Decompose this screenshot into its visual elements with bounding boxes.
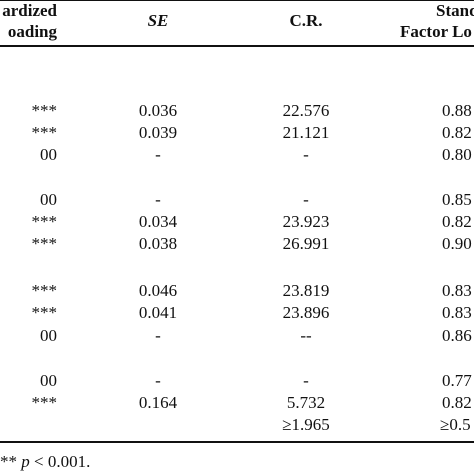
table-cell: 00 bbox=[40, 326, 57, 345]
table-cell: - bbox=[155, 326, 161, 345]
table-cell: 00 bbox=[40, 145, 57, 164]
table-cell: 22.576 bbox=[282, 101, 330, 120]
table-cell: *** bbox=[31, 212, 58, 231]
table-cell: 0.034 bbox=[138, 212, 178, 231]
table-cell: 23.896 bbox=[282, 303, 330, 322]
table-cell: *** bbox=[31, 393, 58, 412]
table-cell: 0.77 bbox=[442, 371, 472, 390]
threshold-cell: ≥1.965 bbox=[282, 415, 330, 434]
header-cr: C.R. bbox=[289, 11, 323, 30]
table-cell: 0.90 bbox=[442, 234, 472, 253]
bottom-rule bbox=[0, 441, 474, 443]
footnote-text: < 0.001. bbox=[29, 452, 91, 471]
header-se: SE bbox=[147, 11, 169, 30]
table-cell: 0.80 bbox=[442, 145, 472, 164]
table-cell: 0.041 bbox=[138, 303, 178, 322]
table-cell: 5.732 bbox=[286, 393, 326, 412]
table-cell: 0.83 bbox=[442, 281, 472, 300]
header-rule bbox=[0, 45, 474, 47]
header-col1-line1: ardized bbox=[2, 1, 57, 20]
table-cell: - bbox=[303, 190, 309, 209]
table-cell: 0.82 bbox=[442, 212, 472, 231]
table-cell: *** bbox=[31, 281, 58, 300]
table-cell: 0.046 bbox=[138, 281, 178, 300]
table-cell: 0.86 bbox=[442, 326, 472, 345]
table-cell: 00 bbox=[40, 371, 57, 390]
footnote-stars: ** bbox=[0, 452, 17, 471]
header-col4-line2: Factor Lo bbox=[400, 22, 472, 41]
table-cell: *** bbox=[31, 234, 58, 253]
table-cell: *** bbox=[31, 303, 58, 322]
table-cell: 0.164 bbox=[138, 393, 178, 412]
top-rule bbox=[0, 0, 474, 1]
table-cell: 26.991 bbox=[282, 234, 330, 253]
table-cell: - bbox=[155, 190, 161, 209]
threshold-cell: ≥0.5 bbox=[440, 415, 471, 434]
table-cell: *** bbox=[31, 123, 58, 142]
table-cell: *** bbox=[31, 101, 58, 120]
header-col4-line1: Standar bbox=[436, 1, 474, 20]
table-cell: 0.88 bbox=[442, 101, 472, 120]
table-cell: 0.039 bbox=[138, 123, 178, 142]
header-col1-line2: oading bbox=[7, 22, 57, 41]
table-cell: 0.038 bbox=[138, 234, 178, 253]
table-cell: - bbox=[155, 371, 161, 390]
table-cell: 0.85 bbox=[442, 190, 472, 209]
table-cell: 23.923 bbox=[282, 212, 330, 231]
table-cell: - bbox=[155, 145, 161, 164]
table-cell: 21.121 bbox=[282, 123, 330, 142]
table-cell: 00 bbox=[40, 190, 57, 209]
table-cell: - bbox=[303, 371, 309, 390]
footnote-p: p bbox=[21, 452, 30, 471]
table-cell: 0.82 bbox=[442, 123, 472, 142]
table-cell: 0.036 bbox=[138, 101, 178, 120]
table-cell: 23.819 bbox=[282, 281, 330, 300]
table-cell: - bbox=[303, 145, 309, 164]
footnote: ** p < 0.001. bbox=[0, 452, 90, 472]
table-cell: -- bbox=[300, 326, 312, 345]
table-cell: 0.82 bbox=[442, 393, 472, 412]
table-cell: 0.83 bbox=[442, 303, 472, 322]
